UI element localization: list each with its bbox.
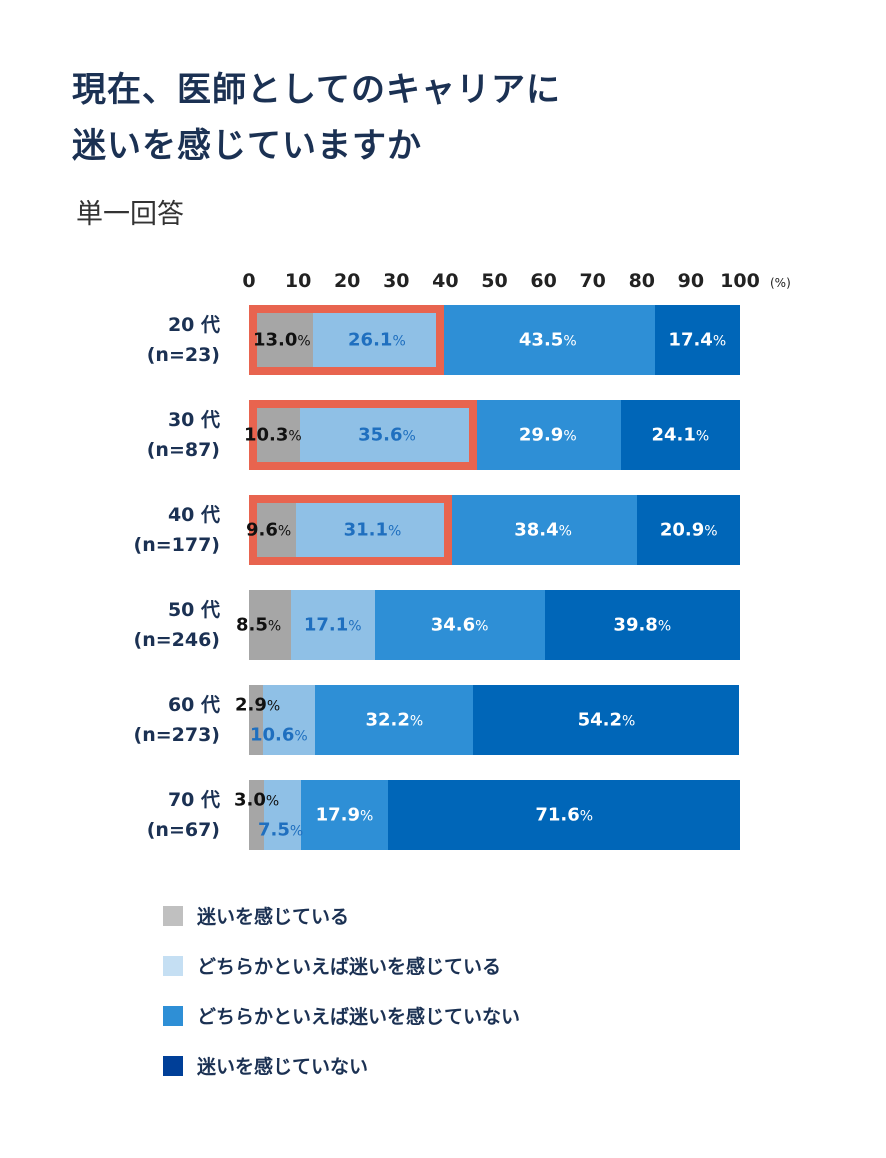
x-tick-label: 80 (628, 270, 656, 292)
data-label: 32.2% (365, 709, 424, 731)
legend-item: 迷いを感じていない (163, 1052, 368, 1079)
category-age: 70 代 (167, 789, 220, 811)
legend-swatch (163, 955, 183, 976)
bar-segment (300, 780, 389, 850)
category-n: (n=246) (133, 629, 220, 651)
data-label: 2.9% (235, 694, 281, 716)
category-age: 20 代 (167, 314, 220, 336)
bar-segment (654, 305, 740, 375)
category-label: 30 代 (n=87) (100, 405, 220, 465)
bar-segment (290, 590, 375, 660)
bar-segment (474, 400, 622, 470)
bar-segment (315, 685, 474, 755)
data-label: 10.6% (250, 724, 308, 746)
axis-unit: (%) (770, 276, 791, 290)
data-label: 31.1% (343, 519, 402, 541)
category-age: 40 代 (167, 504, 220, 526)
bar-segment (473, 685, 740, 755)
data-label: 34.6% (430, 614, 489, 636)
data-label: 8.5% (236, 614, 282, 636)
bar-segment (637, 495, 740, 565)
bar-segment (621, 400, 740, 470)
bar-segment (249, 685, 264, 755)
category-label: 50 代 (n=246) (100, 595, 220, 655)
highlight-box (249, 400, 478, 470)
subtitle: 単一回答 (76, 199, 184, 230)
data-label: 26.1% (348, 329, 406, 351)
data-label: 38.4% (514, 519, 572, 541)
data-label: 9.6% (246, 519, 292, 541)
x-tick-label: 70 (579, 270, 606, 292)
x-tick-label: 100 (720, 270, 760, 292)
category-age: 60 代 (167, 694, 220, 716)
bar-segment (249, 590, 291, 660)
bar-segment (448, 495, 638, 565)
bar-segment (296, 495, 449, 565)
x-tick-label: 60 (530, 270, 557, 292)
data-label: 20.9% (659, 519, 718, 541)
x-tick-label: 10 (284, 270, 312, 292)
data-label: 17.4% (668, 329, 727, 351)
data-label: 71.6% (535, 804, 594, 826)
legend-item: どちらかといえば迷いを感じている (163, 952, 501, 979)
title-line-2: 迷いを感じていますか (72, 126, 422, 166)
legend-swatch (163, 1005, 183, 1026)
category-n: (n=177) (133, 534, 220, 556)
data-label: 13.0% (253, 329, 311, 351)
data-label: 39.8% (613, 614, 672, 636)
x-tick-label: 20 (333, 270, 361, 292)
bar-segment (249, 780, 264, 850)
bar-segment (249, 305, 313, 375)
legend-swatch (163, 1055, 183, 1076)
x-tick-label: 40 (432, 270, 459, 292)
x-tick-label: 50 (481, 270, 508, 292)
data-label: 43.5% (518, 329, 577, 351)
bar-segment (440, 305, 655, 375)
category-label: 60 代 (n=273) (100, 690, 220, 750)
bar-segment (374, 590, 545, 660)
data-label: 29.9% (518, 424, 577, 446)
category-n: (n=23) (146, 344, 220, 366)
bar-segment (263, 685, 316, 755)
category-label: 70 代 (n=67) (100, 785, 220, 845)
highlight-box (249, 305, 444, 375)
category-label: 40 代 (n=177) (100, 500, 220, 560)
legend-swatch (163, 905, 183, 926)
chart-title: 現在、医師としてのキャリアに 迷いを感じていますか (72, 62, 561, 174)
category-age: 50 代 (167, 599, 220, 621)
x-tick-label: 0 (242, 270, 256, 292)
bar-segment (249, 400, 300, 470)
category-n: (n=87) (146, 439, 220, 461)
bar-segment (544, 590, 740, 660)
legend-label: 迷いを感じていない (197, 1056, 369, 1078)
legend-label: どちらかといえば迷いを感じている (197, 956, 502, 978)
x-tick-label: 30 (383, 270, 410, 292)
legend-item: どちらかといえば迷いを感じていない (163, 1002, 520, 1029)
title-line-1: 現在、医師としてのキャリアに (72, 70, 561, 110)
data-label: 17.1% (303, 614, 362, 636)
bar-segment (263, 780, 301, 850)
highlight-box (249, 495, 452, 565)
data-label: 10.3% (244, 424, 302, 446)
bar-segment (299, 400, 475, 470)
data-label: 24.1% (651, 424, 710, 446)
category-age: 30 代 (167, 409, 220, 431)
data-label: 35.6% (358, 424, 416, 446)
bar-segment (312, 305, 441, 375)
legend-label: どちらかといえば迷いを感じていない (197, 1006, 521, 1028)
legend-label: 迷いを感じている (197, 906, 350, 928)
legend-item: 迷いを感じている (163, 902, 349, 929)
bar-segment (388, 780, 740, 850)
data-label: 3.0% (234, 789, 280, 811)
x-tick-label: 90 (677, 270, 705, 292)
category-n: (n=67) (146, 819, 220, 841)
category-n: (n=273) (133, 724, 220, 746)
category-label: 20 代 (n=23) (100, 310, 220, 370)
data-label: 54.2% (577, 709, 636, 731)
data-label: 17.9% (315, 804, 374, 826)
data-label: 7.5% (258, 819, 304, 841)
